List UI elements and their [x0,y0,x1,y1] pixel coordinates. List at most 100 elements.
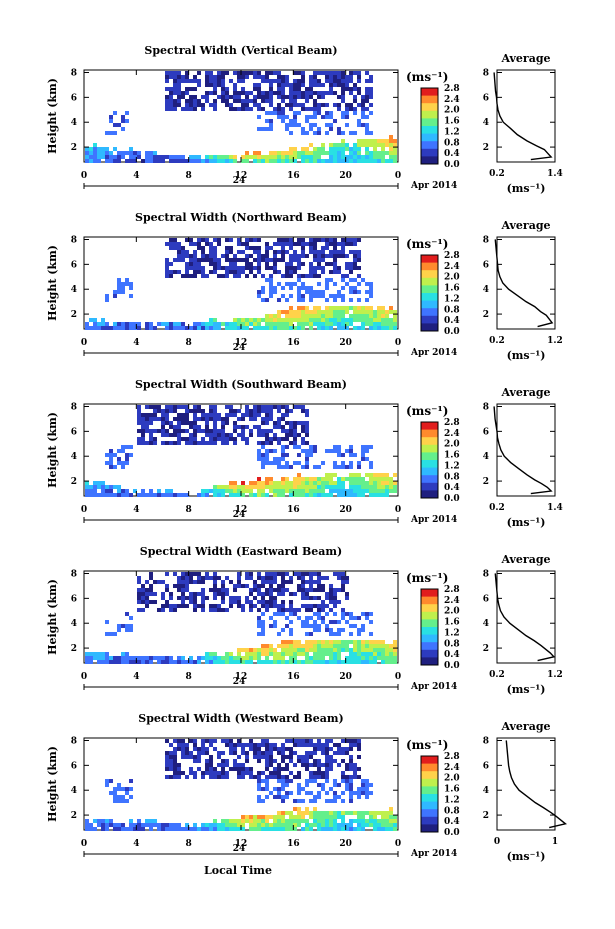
heatmap-cell [185,584,189,588]
heatmap-cell [173,242,177,246]
heatmap-cell [341,310,345,314]
heatmap-cell [321,775,325,779]
heatmap-cell [337,640,341,644]
heatmap-cell [333,473,337,477]
heatmap-cell [277,485,281,489]
heatmap-cell [325,815,329,819]
heatmap-cell [241,608,245,612]
heatmap-cell [333,298,337,302]
heatmap-cell [233,481,237,485]
heatmap-cell [137,417,141,421]
heatmap-cell [145,405,149,409]
heatmap-cell [193,326,197,330]
heatmap-cell [225,656,229,660]
heatmap-cell [213,107,217,111]
heatmap-cell [281,652,285,656]
heatmap-cell [353,771,357,775]
heatmap-cell [373,656,377,660]
heatmap-cell [349,763,353,767]
heatmap-cell [365,91,369,95]
heatmap-cell [305,592,309,596]
heatmap-cell [197,759,201,763]
heatmap-cell [237,660,241,664]
heatmap-cell [381,314,385,318]
heatmap-cell [305,413,309,417]
heatmap-cell [353,286,357,290]
heatmap-cell [197,405,201,409]
heatmap-cell [209,83,213,87]
heatmap-cell [185,250,189,254]
heatmap-cell [177,433,181,437]
heatmap-cell [121,660,125,664]
heatmap-cell [181,751,185,755]
heatmap-cell [137,441,141,445]
heatmap-cell [365,644,369,648]
heatmap-cell [329,127,333,131]
heatmap-cell [325,576,329,580]
heatmap-cell [325,604,329,608]
heatmap-cell [129,147,133,151]
heatmap-cell [337,783,341,787]
heatmap-cell [313,823,317,827]
heatmap-cell [361,827,365,831]
heatmap-cell [357,477,361,481]
heatmap-cell [249,823,253,827]
heatmap-cell [385,314,389,318]
heatmap-cell [337,572,341,576]
colorbar-segment [421,126,438,135]
heatmap-cell [125,111,129,115]
heatmap-cell [269,660,273,664]
heatmap-cell [201,326,205,330]
heatmap-cell [297,461,301,465]
heatmap-cell [353,624,357,628]
heatmap-cell [193,759,197,763]
colorbar-segment [421,148,438,157]
heatmap-cell [217,608,221,612]
heatmap-cell [129,155,133,159]
heatmap-cell [321,147,325,151]
heatmap-cell [245,413,249,417]
heatmap-cell [221,437,225,441]
heatmap-cell [309,75,313,79]
heatmap-cell [189,771,193,775]
heatmap-cell [241,604,245,608]
heatmap-cell [373,652,377,656]
heatmap-cell [369,143,373,147]
heatmap-cell [333,242,337,246]
heatmap-cell [261,819,265,823]
heatmap-cell [369,155,373,159]
heatmap-cell [245,815,249,819]
heatmap-cell [337,815,341,819]
heatmap-cell [277,652,281,656]
heatmap-cell [357,795,361,799]
heatmap-cell [249,743,253,747]
heatmap-cell [225,159,229,163]
heatmap-cell [321,258,325,262]
heatmap-cell [285,266,289,270]
heatmap-cell [213,322,217,326]
heatmap-cell [257,815,261,819]
heatmap-cell [213,652,217,656]
heatmap-cell [149,576,153,580]
heatmap-cell [149,489,153,493]
heatmap-cell [253,775,257,779]
heatmap-cell [169,493,173,497]
heatmap-cell [137,421,141,425]
colorbar-segment [421,763,438,772]
heatmap-cell [169,604,173,608]
heatmap-cell [293,441,297,445]
heatmap-cell [241,75,245,79]
heatmap-cell [393,143,397,147]
heatmap-cell [345,282,349,286]
heatmap-cell [245,71,249,75]
colorbar-tick-label: 0.8 [444,138,460,148]
heatmap-cell [233,262,237,266]
heatmap-cell [337,318,341,322]
heatmap-cell [329,270,333,274]
heatmap-cell [277,457,281,461]
y-tick-label: 2 [71,811,77,821]
heatmap-cell [377,823,381,827]
heatmap-cell [281,107,285,111]
heatmap-cell [325,819,329,823]
heatmap-cell [273,457,277,461]
